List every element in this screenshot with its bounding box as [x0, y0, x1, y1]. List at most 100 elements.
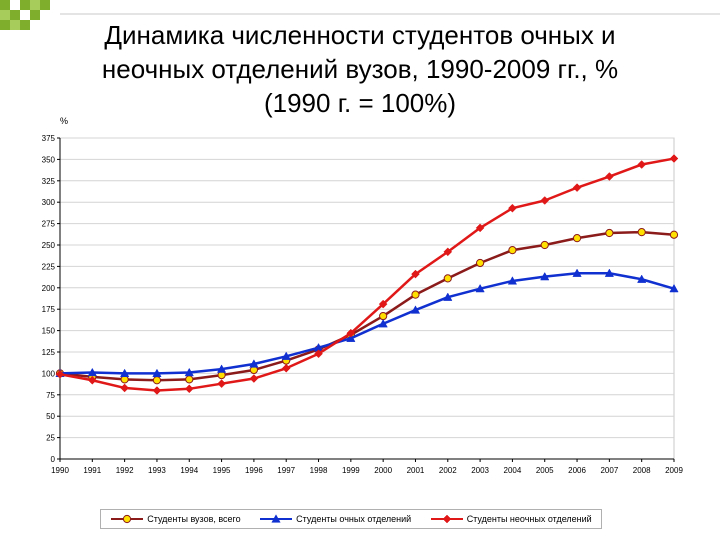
data-point [572, 234, 582, 243]
data-point [152, 368, 162, 378]
data-point [217, 379, 226, 389]
chart-legend: Студенты вузов, всего Студенты очных отде… [100, 509, 602, 529]
x-tick-label: 1995 [213, 466, 231, 475]
x-tick-label: 1997 [277, 466, 295, 475]
data-point [411, 269, 420, 279]
data-point [605, 228, 614, 238]
x-tick-label: 2000 [374, 466, 392, 475]
legend-item-3: Студенты неочных отделений [430, 514, 592, 524]
data-point [508, 246, 517, 255]
data-point [540, 196, 550, 205]
data-point [443, 292, 453, 301]
corner-decoration [0, 0, 50, 30]
data-point [669, 154, 679, 163]
data-point [410, 305, 421, 314]
x-tick-label: 1996 [245, 466, 263, 475]
data-point [637, 274, 647, 283]
x-tick-label: 1991 [83, 466, 101, 475]
x-tick-label: 2007 [600, 466, 618, 475]
data-point [604, 268, 614, 277]
x-tick-label: 2002 [439, 466, 457, 475]
legend-label: Студенты очных отделений [296, 514, 412, 524]
series-1 [55, 228, 679, 385]
data-point [314, 349, 323, 359]
legend-swatch [430, 514, 463, 524]
data-point [184, 384, 194, 394]
data-point [152, 376, 162, 385]
legend-label: Студенты вузов, всего [147, 514, 241, 524]
data-point [476, 258, 485, 268]
y-axis-unit-label: % [60, 116, 69, 126]
legend-item-1: Студенты вузов, всего [110, 514, 241, 524]
data-point [346, 333, 356, 342]
x-tick-label: 2003 [471, 466, 489, 475]
x-tick-label: 1994 [180, 466, 198, 475]
legend-marker [271, 514, 281, 523]
x-tick-label: 1990 [51, 466, 69, 475]
y-tick-label: 150 [42, 327, 56, 336]
x-tick-label: 2001 [407, 466, 425, 475]
x-tick-label: 1998 [310, 466, 328, 475]
y-tick-label: 275 [42, 220, 56, 229]
legend-item-2: Студенты очных отделений [259, 514, 411, 524]
series-layer [55, 154, 679, 395]
data-point [540, 240, 549, 250]
data-point [507, 276, 518, 285]
data-point [185, 375, 194, 384]
data-point [669, 230, 679, 239]
y-tick-label: 25 [46, 434, 55, 443]
data-point [184, 367, 194, 377]
series-2 [55, 268, 679, 378]
data-point [152, 386, 162, 395]
y-tick-label: 225 [42, 262, 56, 271]
series-line-3 [59, 157, 675, 392]
data-point [637, 228, 646, 237]
y-tick-label: 175 [42, 305, 56, 314]
data-point [475, 283, 485, 293]
data-point [378, 319, 388, 328]
chart-title-line-2: неочных отделений вузов, 1990-2009 гг., … [101, 54, 619, 84]
data-point [55, 369, 65, 379]
data-point [249, 374, 259, 383]
legend-swatch [260, 514, 293, 523]
series-line-1 [59, 230, 675, 382]
data-point [411, 290, 420, 299]
legend-marker [442, 514, 452, 524]
tick-label-layer: 0 25 50 75 100 125 150 175 200 225 250 275 300 325 350… [42, 134, 684, 475]
data-point [605, 172, 614, 181]
x-tick-label: 2009 [665, 466, 683, 475]
data-point [281, 363, 291, 373]
legend-swatch [111, 514, 144, 524]
chart-title: Динамика численности студентов очных и н… [0, 18, 720, 120]
data-point [87, 375, 97, 385]
data-point [378, 299, 388, 309]
y-tick-label: 300 [42, 198, 56, 207]
series-line-2 [59, 271, 675, 375]
data-point [120, 383, 129, 393]
axis-layer [57, 137, 675, 462]
data-point [475, 223, 485, 233]
series-3 [55, 154, 679, 395]
data-point [249, 359, 259, 368]
data-point [637, 160, 647, 169]
x-tick-label: 1992 [116, 466, 134, 475]
data-point [540, 271, 550, 281]
y-tick-label: 375 [42, 134, 56, 143]
legend-marker [123, 514, 132, 524]
y-tick-label: 350 [42, 155, 56, 164]
x-tick-label: 2005 [536, 466, 554, 475]
y-tick-label: 50 [46, 412, 55, 421]
x-tick-label: 1993 [148, 466, 166, 475]
y-tick-label: 100 [42, 369, 56, 378]
data-point [443, 247, 453, 257]
legend-label: Студенты неочных отделений [466, 514, 592, 524]
y-tick-label: 75 [46, 391, 55, 400]
chart-title-line-1: Динамика численности студентов очных и [104, 20, 616, 50]
data-point [216, 364, 227, 373]
y-tick-label: 200 [42, 284, 56, 293]
data-point [572, 183, 582, 193]
data-point [669, 283, 679, 293]
data-point [443, 274, 452, 283]
data-point [346, 328, 356, 338]
header-line-decoration [60, 13, 720, 15]
